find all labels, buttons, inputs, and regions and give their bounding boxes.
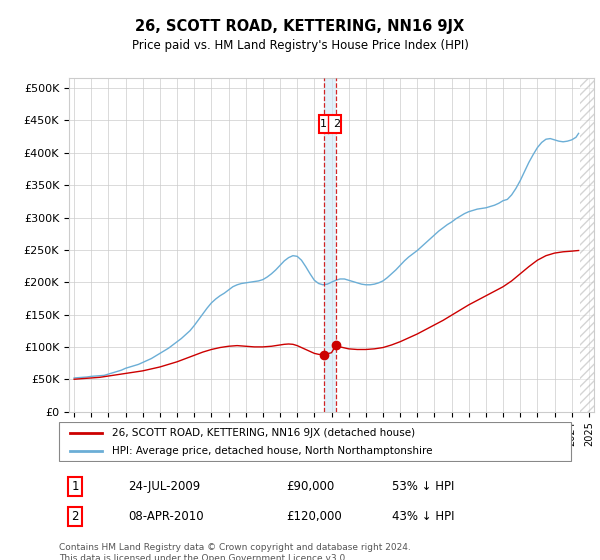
Bar	[324, 78, 336, 412]
Text: HPI: Average price, detached house, North Northamptonshire: HPI: Average price, detached house, Nort…	[112, 446, 433, 456]
Bar	[580, 78, 594, 412]
Text: 53% ↓ HPI: 53% ↓ HPI	[392, 480, 454, 493]
Text: 26, SCOTT ROAD, KETTERING, NN16 9JX (detached house): 26, SCOTT ROAD, KETTERING, NN16 9JX (det…	[112, 428, 415, 438]
Text: 26, SCOTT ROAD, KETTERING, NN16 9JX: 26, SCOTT ROAD, KETTERING, NN16 9JX	[136, 20, 464, 34]
Text: 08-APR-2010: 08-APR-2010	[128, 510, 203, 522]
Text: 43% ↓ HPI: 43% ↓ HPI	[392, 510, 454, 522]
Text: Contains HM Land Registry data © Crown copyright and database right 2024.: Contains HM Land Registry data © Crown c…	[59, 543, 411, 552]
Text: £90,000: £90,000	[286, 480, 335, 493]
Text: This data is licensed under the Open Government Licence v3.0.: This data is licensed under the Open Gov…	[59, 554, 349, 560]
FancyBboxPatch shape	[319, 115, 341, 133]
Text: £120,000: £120,000	[286, 510, 342, 522]
Text: Price paid vs. HM Land Registry's House Price Index (HPI): Price paid vs. HM Land Registry's House …	[131, 39, 469, 53]
FancyBboxPatch shape	[59, 422, 571, 461]
Text: 1: 1	[71, 480, 79, 493]
Text: 24-JUL-2009: 24-JUL-2009	[128, 480, 200, 493]
Text: 1: 1	[319, 119, 326, 129]
Text: 2: 2	[71, 510, 79, 522]
Text: 2: 2	[334, 119, 341, 129]
